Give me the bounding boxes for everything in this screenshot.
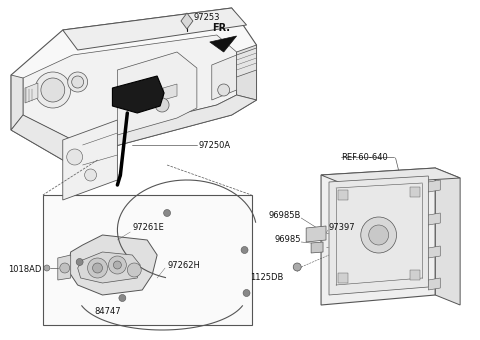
Circle shape <box>93 263 103 273</box>
Polygon shape <box>11 75 23 130</box>
Polygon shape <box>212 55 237 100</box>
Polygon shape <box>410 270 420 280</box>
Text: 84747: 84747 <box>94 307 121 317</box>
Polygon shape <box>63 120 118 200</box>
Circle shape <box>361 217 396 253</box>
Circle shape <box>369 225 389 245</box>
Polygon shape <box>181 13 193 29</box>
Circle shape <box>60 263 70 273</box>
Circle shape <box>155 98 169 112</box>
Polygon shape <box>428 180 440 192</box>
Polygon shape <box>428 246 440 258</box>
Circle shape <box>127 263 141 277</box>
Circle shape <box>119 294 126 302</box>
Polygon shape <box>58 255 71 280</box>
Circle shape <box>44 265 50 271</box>
Circle shape <box>113 261 121 269</box>
Circle shape <box>72 76 84 88</box>
Polygon shape <box>321 168 460 185</box>
Polygon shape <box>78 252 140 283</box>
Polygon shape <box>163 84 177 100</box>
Circle shape <box>164 209 170 217</box>
Polygon shape <box>428 278 440 290</box>
Polygon shape <box>63 8 247 50</box>
Circle shape <box>293 263 301 271</box>
Bar <box>43 195 252 325</box>
Polygon shape <box>237 45 256 100</box>
Polygon shape <box>118 52 197 135</box>
Text: 97262H: 97262H <box>167 260 200 270</box>
Text: 1125DB: 1125DB <box>250 273 283 283</box>
Polygon shape <box>23 35 237 140</box>
Polygon shape <box>329 176 428 295</box>
Polygon shape <box>306 226 326 242</box>
Polygon shape <box>11 95 256 160</box>
Polygon shape <box>145 84 159 100</box>
Circle shape <box>35 72 71 108</box>
Text: 97397: 97397 <box>329 223 356 233</box>
Polygon shape <box>338 273 348 283</box>
Text: REF.60-640: REF.60-640 <box>341 153 388 162</box>
Text: 96985B: 96985B <box>269 210 301 220</box>
Circle shape <box>76 258 83 266</box>
Polygon shape <box>68 235 157 295</box>
Polygon shape <box>210 36 237 52</box>
Polygon shape <box>321 168 435 305</box>
Circle shape <box>218 84 229 96</box>
Polygon shape <box>112 76 164 113</box>
Circle shape <box>68 72 87 92</box>
Text: 97253: 97253 <box>194 14 220 22</box>
Text: 96985: 96985 <box>275 236 301 244</box>
Text: 97261E: 97261E <box>132 223 164 233</box>
Text: 1018AD: 1018AD <box>9 266 42 274</box>
Circle shape <box>108 256 126 274</box>
Polygon shape <box>428 213 440 225</box>
Polygon shape <box>237 48 256 77</box>
Polygon shape <box>25 83 38 103</box>
Polygon shape <box>435 168 460 305</box>
Polygon shape <box>410 187 420 197</box>
Circle shape <box>84 169 96 181</box>
Text: FR.: FR. <box>212 23 230 33</box>
Polygon shape <box>11 8 256 160</box>
Circle shape <box>87 258 108 278</box>
Circle shape <box>67 149 83 165</box>
Circle shape <box>41 78 65 102</box>
Circle shape <box>243 289 250 296</box>
Polygon shape <box>338 190 348 200</box>
Text: 97250A: 97250A <box>199 140 231 150</box>
Polygon shape <box>311 242 323 253</box>
Circle shape <box>241 246 248 254</box>
Polygon shape <box>127 84 141 100</box>
